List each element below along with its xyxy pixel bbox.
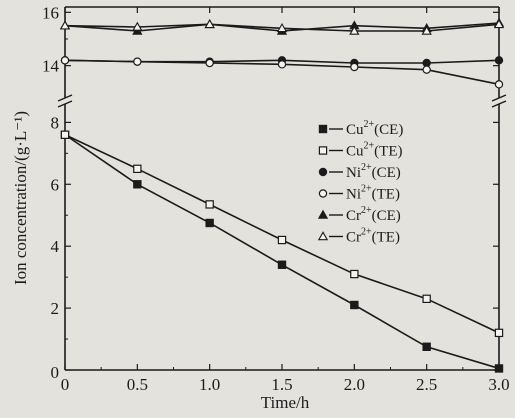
axis-break-mark — [57, 100, 73, 108]
data-point — [350, 62, 359, 72]
y-tick-label-lower: 6 — [51, 175, 60, 194]
legend-ion: Cr — [346, 208, 361, 224]
legend-method: (TE) — [372, 187, 400, 203]
legend-label: Ni2+(CE) — [346, 162, 401, 181]
series-ni-te — [60, 56, 504, 89]
data-point — [277, 260, 287, 269]
axis-break-mark — [491, 94, 507, 102]
legend-label: Cu2+(TE) — [346, 141, 402, 160]
legend-charge: 2+ — [361, 162, 372, 173]
x-tick-label: 1.0 — [199, 375, 220, 394]
legend-marker — [318, 146, 328, 155]
series-layer — [59, 17, 505, 373]
legend-method: (CE) — [374, 122, 403, 138]
x-tick-label: 1.5 — [271, 375, 292, 394]
data-point — [133, 57, 142, 66]
legend-label: Cu2+(CE) — [346, 119, 403, 138]
data-point — [205, 218, 214, 228]
legend-method: (CE) — [372, 208, 401, 224]
y-tick-label-lower: 8 — [51, 113, 60, 132]
legend-method: (CE) — [372, 165, 401, 181]
legend-entry: Cu2+(CE) — [318, 119, 403, 138]
legend-marker — [317, 209, 329, 219]
legend-entry: Cr2+(CE) — [317, 205, 401, 224]
data-point — [277, 60, 287, 69]
axis-break-mark — [491, 100, 507, 108]
data-point — [276, 23, 288, 33]
data-point — [60, 56, 70, 65]
y-tick-label-lower: 4 — [51, 237, 60, 256]
series-cr-te — [59, 19, 505, 35]
legend-label: Cr2+(CE) — [346, 205, 401, 224]
data-point — [132, 21, 143, 31]
data-point — [59, 20, 71, 30]
data-point — [349, 25, 360, 35]
data-point — [204, 19, 215, 29]
data-point — [205, 58, 214, 68]
data-point — [277, 235, 287, 245]
data-point — [494, 80, 504, 89]
data-point — [422, 294, 431, 304]
x-tick-label: 3.0 — [488, 375, 509, 394]
legend-charge: 2+ — [361, 205, 372, 216]
legend-charge: 2+ — [364, 141, 375, 152]
y-tick-label-lower: 2 — [51, 299, 60, 318]
y-tick-label-upper: 16 — [42, 3, 59, 22]
legend-charge: 2+ — [361, 227, 372, 238]
data-point — [350, 269, 359, 279]
y-axis-title: Ion concentration/(g·L⁻¹) — [11, 111, 30, 285]
legend-marker — [318, 189, 328, 198]
legend-entry: Ni2+(CE) — [318, 162, 401, 181]
legend: Cu2+(CE)Cu2+(TE)Ni2+(CE)Ni2+(TE)Cr2+(CE)… — [317, 119, 403, 246]
x-tick-label: 2.5 — [416, 375, 437, 394]
legend-label: Cr2+(TE) — [346, 227, 400, 246]
axis-break-mark — [57, 94, 73, 102]
legend-entry: Cr2+(TE) — [317, 227, 400, 246]
legend-charge: 2+ — [364, 119, 375, 130]
data-point — [133, 164, 142, 174]
legend-label: Ni2+(TE) — [346, 184, 400, 203]
data-point — [205, 200, 214, 209]
data-point — [133, 180, 142, 189]
legend-entry: Ni2+(TE) — [318, 184, 400, 203]
data-point — [494, 328, 504, 338]
data-point — [421, 25, 432, 35]
legend-ion: Cr — [346, 230, 361, 246]
data-point — [350, 300, 359, 310]
data-point — [422, 65, 431, 74]
legend-charge: 2+ — [361, 184, 372, 195]
legend-method: (TE) — [372, 230, 400, 246]
y-tick-label-lower: 0 — [51, 363, 60, 382]
y-tick-label-upper: 14 — [42, 57, 60, 76]
legend-ion: Cu — [346, 144, 364, 160]
legend-ion: Cu — [346, 122, 364, 138]
data-point — [422, 342, 431, 351]
data-point — [494, 56, 504, 65]
legend-entry: Cu2+(TE) — [318, 141, 402, 160]
legend-marker — [318, 124, 328, 134]
legend-marker — [318, 167, 328, 177]
data-point — [493, 19, 505, 29]
x-tick-label: 0 — [61, 375, 70, 394]
x-tick-label: 0.5 — [127, 375, 148, 394]
legend-ion: Ni — [346, 187, 361, 203]
x-axis-title: Time/h — [261, 393, 310, 412]
data-point — [494, 364, 504, 373]
legend-marker — [317, 231, 329, 241]
x-tick-label: 2.0 — [344, 375, 365, 394]
legend-ion: Ni — [346, 165, 361, 181]
series-cu-te — [60, 130, 504, 338]
legend-method: (TE) — [374, 144, 402, 160]
data-point — [60, 130, 70, 139]
